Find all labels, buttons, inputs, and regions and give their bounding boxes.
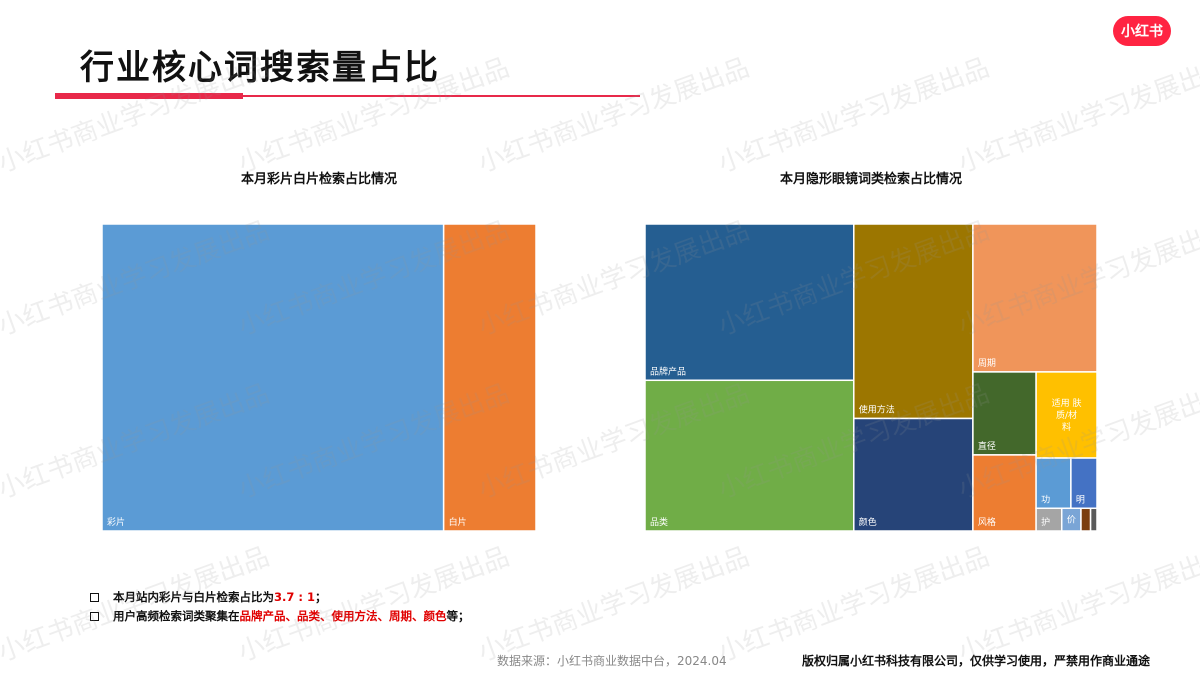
footer-source: 数据来源：小红书商业数据中台，2024.04 — [497, 654, 727, 668]
treemap-label: 颜色 — [859, 516, 877, 528]
note-ratio-value: 3.7 : 1 — [274, 590, 315, 604]
treemap-cell-周期 — [972, 223, 1098, 373]
watermark-text: 小红书商业学习发展出品 — [714, 52, 994, 179]
treemap-label: 直径 — [978, 440, 996, 452]
note-ratio-suffix: ； — [314, 590, 327, 604]
treemap-label: 使用方法 — [859, 403, 895, 415]
bullet-icon — [90, 593, 99, 602]
treemap-label: 品牌产品 — [650, 365, 686, 377]
treemap-cell-适用肤质/材料 — [1035, 371, 1098, 459]
note-categories-highlight: 品牌产品、品类、使用方法、周期、颜色 — [239, 609, 447, 623]
note-categories: 用户高频检索词类聚集在 品牌产品、品类、使用方法、周期、颜色 等； — [90, 607, 470, 626]
note-ratio-prefix: 本月站内彩片与白片检索占比为 — [113, 590, 274, 604]
treemap-label: 价 — [1067, 515, 1076, 526]
treemap-cell-颜色 — [853, 417, 974, 532]
treemap-label: 风格 — [978, 516, 996, 528]
treemap-label: 护 — [1041, 516, 1050, 528]
treemap-cell-彩片 — [101, 223, 445, 532]
note-categories-suffix: 等； — [446, 609, 470, 623]
treemap-label: 明 — [1076, 494, 1085, 505]
treemap-label: 周期 — [978, 358, 996, 369]
treemap-cell-功效 — [1035, 457, 1072, 510]
treemap-label: 彩片 — [107, 516, 125, 528]
chart-title-left: 本月彩片白片检索占比情况 — [240, 172, 397, 187]
treemap-left: 彩片 白片 — [101, 223, 537, 532]
note-categories-prefix: 用户高频检索词类聚集在 — [113, 609, 240, 623]
title-underline — [55, 95, 640, 97]
watermark-text: 小红书商业学习发展出品 — [954, 52, 1200, 179]
note-ratio: 本月站内彩片与白片检索占比为 3.7 : 1； — [90, 588, 470, 607]
summary-notes: 本月站内彩片与白片检索占比为 3.7 : 1； 用户高频检索词类聚集在 品牌产品、品… — [90, 588, 470, 626]
treemap-cell-品牌产品 — [644, 223, 855, 382]
treemap-cell-风格 — [972, 454, 1037, 532]
chart-title-right: 本月隐形眼镜词类检索占比情况 — [779, 172, 962, 187]
treemap-cell-品类 — [644, 379, 855, 532]
treemap-label: 白片 — [449, 516, 467, 528]
title-underline-accent — [55, 93, 243, 99]
page-title: 行业核心词搜索量占比 — [80, 48, 440, 88]
treemap-cell-使用方法 — [853, 223, 974, 420]
watermark-text: 小红书商业学习发展出品 — [474, 52, 754, 179]
treemap-label: 适用 肤质/材料 — [1052, 398, 1082, 433]
watermark-text: 小红书商业学习发展出品 — [954, 541, 1200, 668]
footer-copyright: 版权归属小红书科技有限公司，仅供学习使用，严禁用作商业通途 — [802, 654, 1151, 668]
treemap-label: 功 — [1041, 494, 1050, 505]
treemap-cell-其他 — [1089, 507, 1098, 532]
watermark-text: 小红书商业学习发展出品 — [474, 541, 754, 668]
xiaohongshu-logo: 小红书 — [1113, 16, 1171, 46]
treemap-cell-白片 — [442, 223, 537, 532]
watermark-text: 小红书商业学习发展出品 — [714, 541, 994, 668]
bullet-icon — [90, 612, 99, 621]
treemap-cell-品质 — [1080, 507, 1092, 532]
treemap-label: 品类 — [650, 516, 668, 528]
